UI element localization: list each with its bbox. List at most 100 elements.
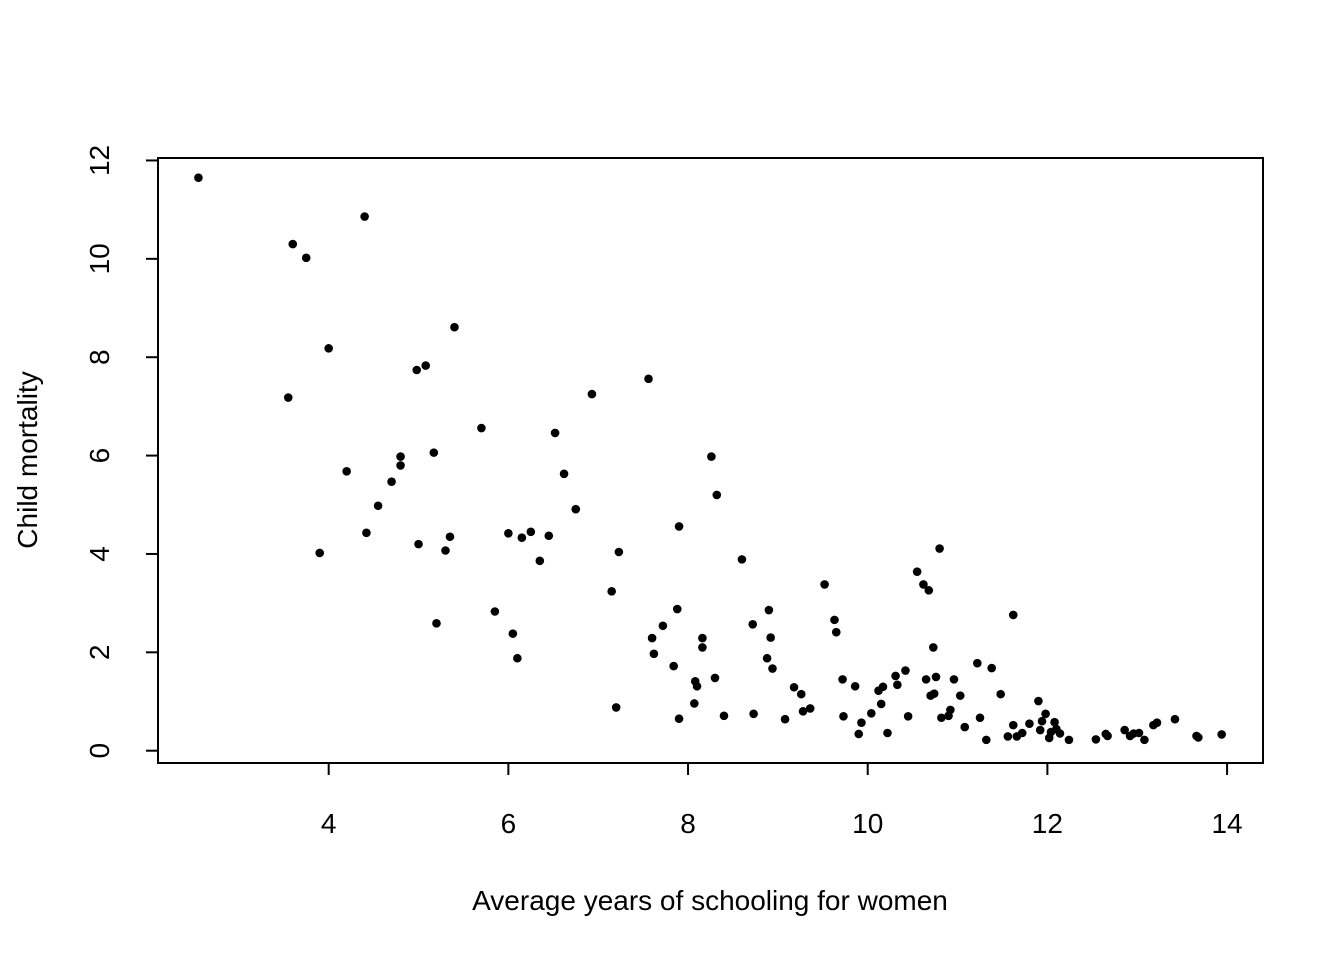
data-point — [1008, 720, 1018, 730]
data-point — [194, 173, 203, 182]
y-axis: 0 2 4 6 8 10 12 — [84, 145, 159, 759]
data-point — [450, 322, 459, 332]
data-point — [672, 604, 682, 614]
x-axis: 4 6 8 10 12 14 — [321, 762, 1243, 839]
data-point — [857, 718, 866, 727]
data-point — [798, 707, 808, 716]
x-tick-label: 6 — [501, 808, 517, 839]
data-point — [283, 393, 293, 402]
data-point — [935, 544, 944, 553]
data-point — [937, 713, 946, 723]
data-point — [669, 661, 678, 671]
data-point — [946, 705, 955, 715]
data-point — [614, 547, 624, 557]
data-point — [931, 672, 941, 682]
x-tick-label: 10 — [852, 808, 883, 839]
data-point — [830, 615, 839, 625]
data-point — [1120, 725, 1129, 735]
data-point — [1217, 730, 1226, 739]
data-point — [644, 374, 653, 384]
data-point — [780, 714, 790, 724]
data-point — [1041, 709, 1050, 719]
data-point — [903, 711, 913, 721]
x-tick-label: 12 — [1032, 808, 1063, 839]
data-point — [587, 389, 597, 399]
data-point — [1134, 728, 1144, 738]
data-point — [288, 239, 298, 249]
data-point — [1055, 729, 1065, 738]
data-point — [342, 467, 351, 476]
data-point — [748, 619, 758, 629]
x-tick-label: 8 — [680, 808, 696, 839]
data-point — [949, 675, 959, 684]
data-point — [674, 714, 684, 724]
data-point — [878, 682, 888, 692]
data-point — [1034, 696, 1043, 706]
data-point — [445, 532, 455, 542]
data-point — [387, 477, 396, 486]
y-axis-title: Child mortality — [12, 371, 43, 548]
data-point — [698, 633, 707, 643]
data-point — [571, 504, 581, 514]
data-point — [1064, 735, 1074, 745]
data-point — [1025, 719, 1034, 728]
data-point — [362, 528, 371, 538]
y-tick-label: 4 — [84, 546, 115, 562]
data-point — [301, 253, 311, 263]
data-point — [921, 675, 931, 684]
data-point — [647, 633, 657, 643]
data-point — [396, 452, 405, 461]
data-point — [805, 704, 815, 713]
data-point — [893, 680, 902, 690]
data-point — [477, 423, 486, 433]
y-tick-label: 8 — [84, 349, 115, 365]
data-point — [975, 713, 985, 723]
data-point — [876, 699, 886, 709]
data-point — [710, 673, 720, 683]
data-point — [490, 607, 500, 616]
data-point — [764, 605, 774, 615]
data-point — [432, 619, 441, 628]
data-point — [1140, 735, 1149, 745]
data-point — [658, 621, 668, 631]
data-point — [649, 649, 659, 659]
data-point — [712, 490, 722, 500]
data-point — [517, 533, 527, 543]
data-point — [1091, 735, 1101, 744]
data-point — [901, 666, 910, 675]
data-point — [820, 580, 829, 589]
data-point — [768, 664, 777, 673]
data-point — [441, 546, 450, 555]
data-point — [526, 527, 536, 537]
data-point — [854, 729, 864, 739]
x-tick-label: 14 — [1211, 808, 1242, 839]
data-point — [550, 428, 560, 438]
data-point — [1103, 731, 1112, 741]
data-point — [1194, 733, 1203, 742]
data-point — [698, 643, 707, 652]
data-point — [429, 448, 439, 457]
data-point — [987, 663, 996, 673]
data-point — [762, 653, 772, 663]
data-point — [504, 528, 513, 538]
data-point — [982, 735, 991, 745]
data-point — [412, 365, 422, 375]
data-points — [194, 173, 1226, 745]
y-tick-label: 10 — [84, 243, 115, 274]
x-axis-title: Average years of schooling for women — [472, 885, 948, 916]
data-point — [831, 627, 841, 637]
data-point — [996, 689, 1005, 699]
data-point — [867, 709, 876, 718]
data-point — [749, 709, 758, 719]
y-tick-label: 6 — [84, 448, 115, 464]
data-point — [1037, 716, 1047, 726]
data-point — [692, 681, 702, 691]
data-point — [838, 675, 847, 684]
y-tick-label: 0 — [84, 743, 115, 759]
data-point — [919, 580, 928, 589]
data-point — [766, 633, 775, 642]
data-point — [414, 539, 423, 549]
data-point — [421, 361, 431, 370]
data-point — [929, 689, 939, 698]
